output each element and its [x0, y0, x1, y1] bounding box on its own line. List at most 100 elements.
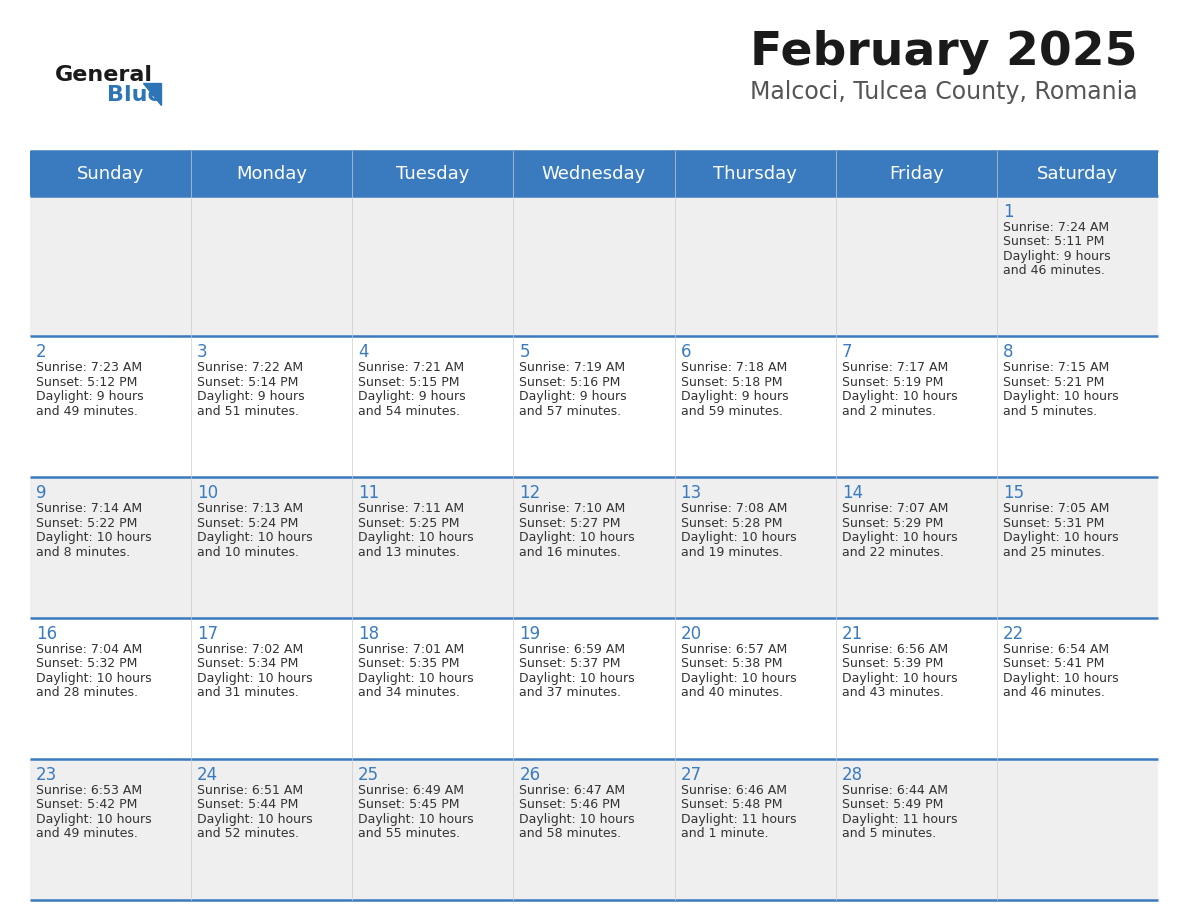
Text: Daylight: 10 hours: Daylight: 10 hours: [681, 532, 796, 544]
Bar: [30, 759, 1158, 900]
Text: Daylight: 10 hours: Daylight: 10 hours: [519, 672, 636, 685]
Text: and 49 minutes.: and 49 minutes.: [36, 827, 138, 840]
Text: Sunrise: 7:23 AM: Sunrise: 7:23 AM: [36, 362, 141, 375]
Text: Sunset: 5:48 PM: Sunset: 5:48 PM: [681, 799, 782, 812]
Text: 7: 7: [842, 343, 852, 362]
Text: Sunset: 5:12 PM: Sunset: 5:12 PM: [36, 375, 137, 389]
Text: Sunset: 5:11 PM: Sunset: 5:11 PM: [1003, 235, 1105, 248]
Text: Sunrise: 6:47 AM: Sunrise: 6:47 AM: [519, 784, 626, 797]
Text: Malcoci, Tulcea County, Romania: Malcoci, Tulcea County, Romania: [751, 80, 1138, 104]
Text: Tuesday: Tuesday: [396, 164, 469, 183]
Text: and 59 minutes.: and 59 minutes.: [681, 405, 783, 418]
Text: and 25 minutes.: and 25 minutes.: [1003, 545, 1105, 559]
Text: and 55 minutes.: and 55 minutes.: [358, 827, 460, 840]
Text: and 5 minutes.: and 5 minutes.: [1003, 405, 1098, 418]
Text: Sunrise: 7:21 AM: Sunrise: 7:21 AM: [358, 362, 465, 375]
Text: Daylight: 9 hours: Daylight: 9 hours: [197, 390, 304, 403]
Text: and 10 minutes.: and 10 minutes.: [197, 545, 299, 559]
Text: Daylight: 9 hours: Daylight: 9 hours: [1003, 250, 1111, 263]
Text: Sunrise: 6:57 AM: Sunrise: 6:57 AM: [681, 643, 786, 656]
Text: 6: 6: [681, 343, 691, 362]
Text: Sunrise: 6:44 AM: Sunrise: 6:44 AM: [842, 784, 948, 797]
Text: Daylight: 10 hours: Daylight: 10 hours: [36, 532, 151, 544]
Text: Sunrise: 6:51 AM: Sunrise: 6:51 AM: [197, 784, 303, 797]
Text: Daylight: 11 hours: Daylight: 11 hours: [681, 812, 796, 826]
Text: Sunrise: 6:46 AM: Sunrise: 6:46 AM: [681, 784, 786, 797]
Text: 12: 12: [519, 484, 541, 502]
Text: 22: 22: [1003, 625, 1024, 643]
Text: 11: 11: [358, 484, 379, 502]
Text: Sunset: 5:32 PM: Sunset: 5:32 PM: [36, 657, 137, 670]
Text: Daylight: 10 hours: Daylight: 10 hours: [358, 812, 474, 826]
Text: Sunset: 5:49 PM: Sunset: 5:49 PM: [842, 799, 943, 812]
Text: 3: 3: [197, 343, 208, 362]
Text: Sunset: 5:19 PM: Sunset: 5:19 PM: [842, 375, 943, 389]
Text: and 57 minutes.: and 57 minutes.: [519, 405, 621, 418]
Text: Daylight: 10 hours: Daylight: 10 hours: [197, 532, 312, 544]
Text: 13: 13: [681, 484, 702, 502]
Text: Sunset: 5:22 PM: Sunset: 5:22 PM: [36, 517, 137, 530]
Text: and 1 minute.: and 1 minute.: [681, 827, 769, 840]
Text: Sunset: 5:28 PM: Sunset: 5:28 PM: [681, 517, 782, 530]
Text: 23: 23: [36, 766, 57, 784]
Text: Daylight: 11 hours: Daylight: 11 hours: [842, 812, 958, 826]
Text: Sunrise: 6:54 AM: Sunrise: 6:54 AM: [1003, 643, 1110, 656]
Text: and 40 minutes.: and 40 minutes.: [681, 687, 783, 700]
Text: Friday: Friday: [889, 164, 943, 183]
Text: Daylight: 10 hours: Daylight: 10 hours: [197, 812, 312, 826]
Text: Sunset: 5:37 PM: Sunset: 5:37 PM: [519, 657, 621, 670]
Text: Sunset: 5:41 PM: Sunset: 5:41 PM: [1003, 657, 1105, 670]
Text: 1: 1: [1003, 203, 1013, 220]
Text: Daylight: 10 hours: Daylight: 10 hours: [36, 672, 151, 685]
Text: 19: 19: [519, 625, 541, 643]
Text: Sunrise: 7:07 AM: Sunrise: 7:07 AM: [842, 502, 948, 515]
Text: Sunrise: 6:59 AM: Sunrise: 6:59 AM: [519, 643, 626, 656]
Text: and 19 minutes.: and 19 minutes.: [681, 545, 783, 559]
Text: Sunrise: 7:02 AM: Sunrise: 7:02 AM: [197, 643, 303, 656]
Text: Daylight: 10 hours: Daylight: 10 hours: [519, 812, 636, 826]
Text: Sunset: 5:29 PM: Sunset: 5:29 PM: [842, 517, 943, 530]
Text: 27: 27: [681, 766, 702, 784]
Text: Sunset: 5:21 PM: Sunset: 5:21 PM: [1003, 375, 1105, 389]
Bar: [30, 618, 1158, 759]
Text: Sunset: 5:25 PM: Sunset: 5:25 PM: [358, 517, 460, 530]
Text: 4: 4: [358, 343, 368, 362]
Text: and 31 minutes.: and 31 minutes.: [197, 687, 299, 700]
Text: Sunset: 5:31 PM: Sunset: 5:31 PM: [1003, 517, 1105, 530]
Text: Saturday: Saturday: [1037, 164, 1118, 183]
Text: 24: 24: [197, 766, 219, 784]
Text: Wednesday: Wednesday: [542, 164, 646, 183]
Text: Sunset: 5:38 PM: Sunset: 5:38 PM: [681, 657, 782, 670]
Text: Sunset: 5:16 PM: Sunset: 5:16 PM: [519, 375, 621, 389]
Text: Sunrise: 7:19 AM: Sunrise: 7:19 AM: [519, 362, 626, 375]
Text: Daylight: 10 hours: Daylight: 10 hours: [358, 672, 474, 685]
Text: Sunset: 5:14 PM: Sunset: 5:14 PM: [197, 375, 298, 389]
Bar: [30, 151, 1158, 196]
Text: Daylight: 9 hours: Daylight: 9 hours: [36, 390, 144, 403]
Text: Sunrise: 7:11 AM: Sunrise: 7:11 AM: [358, 502, 465, 515]
Text: and 2 minutes.: and 2 minutes.: [842, 405, 936, 418]
Text: 16: 16: [36, 625, 57, 643]
Text: Sunset: 5:34 PM: Sunset: 5:34 PM: [197, 657, 298, 670]
Text: and 22 minutes.: and 22 minutes.: [842, 545, 943, 559]
Text: and 51 minutes.: and 51 minutes.: [197, 405, 299, 418]
Text: 15: 15: [1003, 484, 1024, 502]
Bar: [30, 336, 1158, 477]
Text: Daylight: 10 hours: Daylight: 10 hours: [519, 532, 636, 544]
Text: Sunset: 5:46 PM: Sunset: 5:46 PM: [519, 799, 621, 812]
Text: Sunday: Sunday: [77, 164, 144, 183]
Text: Daylight: 10 hours: Daylight: 10 hours: [1003, 672, 1119, 685]
Text: February 2025: February 2025: [751, 30, 1138, 75]
Text: Daylight: 10 hours: Daylight: 10 hours: [358, 532, 474, 544]
Text: Sunset: 5:24 PM: Sunset: 5:24 PM: [197, 517, 298, 530]
Text: 18: 18: [358, 625, 379, 643]
Text: Daylight: 10 hours: Daylight: 10 hours: [842, 390, 958, 403]
Text: Daylight: 10 hours: Daylight: 10 hours: [197, 672, 312, 685]
Text: Sunset: 5:27 PM: Sunset: 5:27 PM: [519, 517, 621, 530]
Text: Sunrise: 7:10 AM: Sunrise: 7:10 AM: [519, 502, 626, 515]
Text: Daylight: 9 hours: Daylight: 9 hours: [519, 390, 627, 403]
Text: Sunrise: 7:05 AM: Sunrise: 7:05 AM: [1003, 502, 1110, 515]
Text: Sunrise: 7:13 AM: Sunrise: 7:13 AM: [197, 502, 303, 515]
Text: Sunrise: 7:24 AM: Sunrise: 7:24 AM: [1003, 220, 1110, 233]
Text: 8: 8: [1003, 343, 1013, 362]
